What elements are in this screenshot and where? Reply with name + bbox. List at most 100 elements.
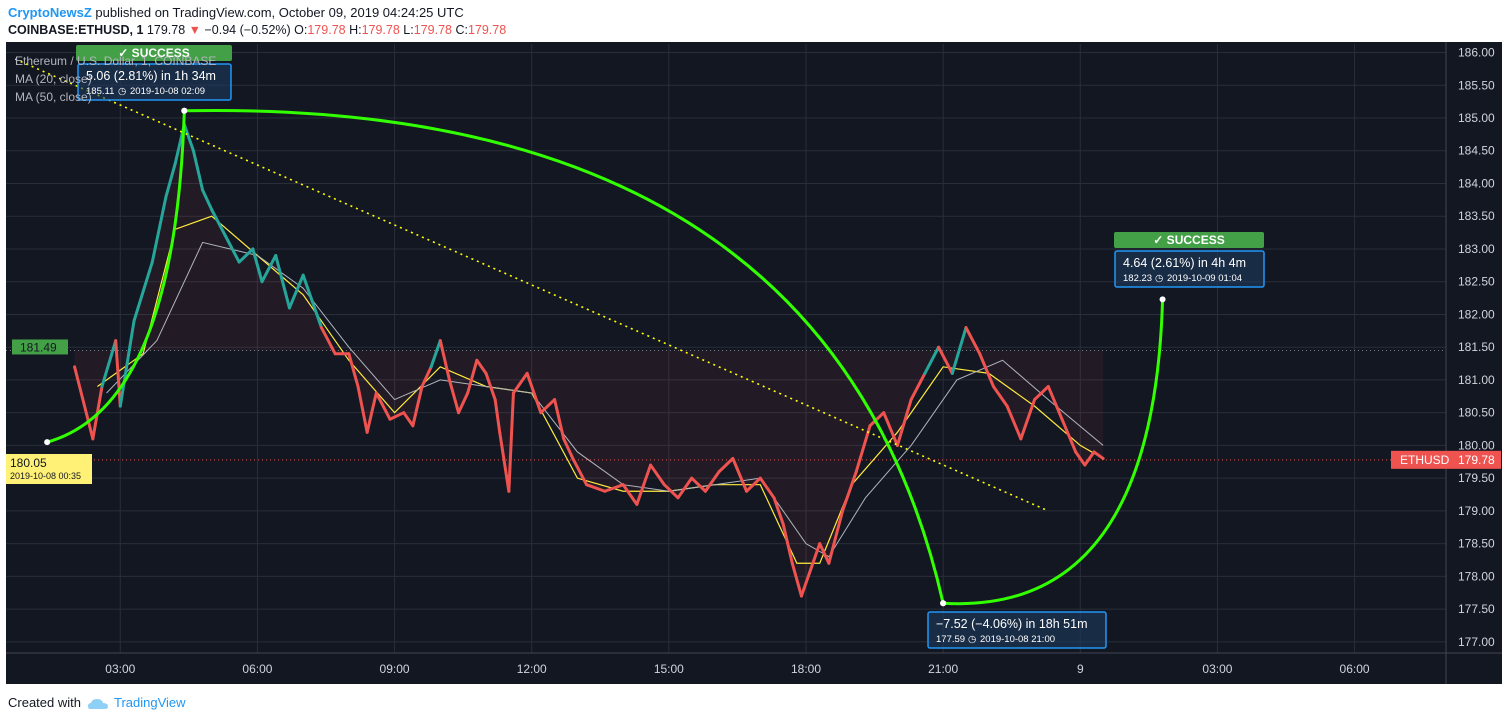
y-tick-label: 177.00 bbox=[1458, 635, 1495, 649]
trend-line[interactable] bbox=[14, 58, 1049, 512]
annotation-1-status: ✓ SUCCESS bbox=[118, 46, 189, 60]
annotation-1-box[interactable] bbox=[77, 63, 232, 101]
price-segment bbox=[1074, 450, 1087, 467]
price-segment bbox=[388, 411, 406, 421]
start-label-date: 2019-10-08 00:35 bbox=[10, 471, 81, 481]
price-segment bbox=[150, 195, 168, 264]
price-segment bbox=[745, 476, 762, 493]
y-tick-label: 186.00 bbox=[1458, 46, 1495, 60]
low-label: L: bbox=[403, 23, 414, 37]
price-segment bbox=[210, 208, 227, 238]
annotation-1-badge[interactable] bbox=[76, 45, 232, 61]
price-segment bbox=[507, 391, 515, 493]
price-segment bbox=[1060, 417, 1078, 454]
price-segment bbox=[132, 260, 154, 323]
annotation-3-box[interactable] bbox=[1114, 250, 1265, 288]
projection-arc[interactable] bbox=[184, 109, 945, 604]
annotation-2-box[interactable] bbox=[927, 611, 1107, 649]
price-segment bbox=[201, 188, 214, 212]
chart-grid bbox=[6, 44, 1446, 653]
price-segment bbox=[649, 463, 666, 487]
annotation-3-clock-icon: ◷ bbox=[1155, 273, 1164, 284]
price-segment bbox=[758, 476, 776, 500]
price-segment bbox=[191, 149, 205, 192]
price-segment bbox=[1083, 450, 1096, 467]
price-segment bbox=[1033, 384, 1050, 402]
legend-ma20[interactable]: MA (20, close) bbox=[15, 72, 92, 86]
y-tick-label: 179.00 bbox=[1458, 504, 1495, 518]
price-segment bbox=[73, 365, 95, 441]
annotation-3-text: 4.64 (2.61%) in 4h 4m bbox=[1123, 256, 1246, 270]
y-tick-label: 185.50 bbox=[1458, 78, 1495, 92]
projection-arcs[interactable] bbox=[44, 107, 1166, 607]
last-price-symbol: ETHUSD bbox=[1400, 453, 1450, 467]
price-segment bbox=[571, 457, 589, 487]
y-tick-label: 180.00 bbox=[1458, 438, 1495, 452]
price-segment bbox=[164, 162, 177, 199]
projection-arc[interactable] bbox=[46, 110, 186, 444]
y-tick-label: 180.50 bbox=[1458, 406, 1495, 420]
legend-ma50[interactable]: MA (50, close) bbox=[15, 90, 92, 104]
y-tick-label: 177.50 bbox=[1458, 602, 1495, 616]
projection-arc[interactable] bbox=[943, 299, 1165, 606]
price-segment bbox=[790, 561, 803, 598]
price-segment bbox=[1046, 384, 1064, 421]
published-line: CryptoNewsZ published on TradingView.com… bbox=[8, 5, 464, 20]
x-tick-label: 21:00 bbox=[928, 662, 958, 676]
price-segment bbox=[310, 299, 323, 330]
price-segment bbox=[429, 339, 442, 369]
price-segment bbox=[553, 398, 566, 441]
price-chart[interactable]: 186.00 185.50 185.00 184.50 184.00 183.50 183.… bbox=[0, 42, 1508, 684]
price-segment bbox=[475, 358, 488, 375]
price-segment bbox=[562, 437, 575, 461]
annotation-3-price: 182.23 bbox=[1123, 273, 1152, 284]
y-tick-label: 182.50 bbox=[1458, 275, 1495, 289]
price-segment bbox=[493, 398, 502, 434]
chart-legend: Ethereum / U.S. Dollar, 1, COINBASE MA (… bbox=[15, 54, 216, 104]
created-with-label: Created with bbox=[8, 695, 81, 710]
x-tick-label: 09:00 bbox=[380, 662, 410, 676]
price-segment bbox=[937, 345, 954, 375]
price-segment bbox=[539, 398, 557, 415]
price-segment bbox=[525, 371, 543, 415]
price-segment bbox=[260, 254, 278, 284]
last-price-value: 179.78 bbox=[1458, 453, 1495, 467]
publisher-name[interactable]: CryptoNewsZ bbox=[8, 5, 92, 20]
ohlc-line: COINBASE:ETHUSD, 1 179.78 ▼ −0.94 (−0.52… bbox=[8, 23, 506, 37]
price-segment bbox=[457, 391, 470, 415]
price-segment bbox=[923, 345, 941, 375]
annotation-1-date: 2019-10-08 02:09 bbox=[130, 86, 205, 97]
price-series bbox=[73, 123, 1105, 598]
price-segment bbox=[466, 358, 479, 395]
x-tick-label: 03:00 bbox=[105, 662, 135, 676]
y-tick-label: 181.50 bbox=[1458, 340, 1495, 354]
y-tick-label: 184.50 bbox=[1458, 144, 1495, 158]
y-tick-label: 183.00 bbox=[1458, 242, 1495, 256]
price-area bbox=[74, 124, 1104, 597]
price-segment bbox=[498, 430, 511, 493]
price-segment bbox=[690, 476, 707, 493]
price-segment bbox=[841, 470, 858, 513]
price-segment bbox=[868, 411, 886, 428]
x-tick-label: 18:00 bbox=[791, 662, 821, 676]
start-label-box[interactable] bbox=[6, 454, 92, 484]
annotation-3-date: 2019-10-09 01:04 bbox=[1167, 273, 1242, 284]
annotation-1-price: 185.11 bbox=[86, 86, 114, 97]
price-segment bbox=[703, 470, 721, 493]
annotation-2-clock-icon: ◷ bbox=[968, 634, 977, 645]
annotation-1-text: 5.06 (2.81%) in 1h 34m bbox=[86, 69, 216, 83]
annotation-3-badge[interactable] bbox=[1114, 232, 1264, 248]
annotation-3-status: ✓ SUCCESS bbox=[1153, 233, 1224, 247]
price-segment bbox=[365, 391, 378, 434]
price-segment bbox=[118, 319, 136, 408]
high-value: 179.78 bbox=[361, 23, 400, 37]
x-tick-label: 06:00 bbox=[242, 662, 272, 676]
price-segment bbox=[484, 371, 497, 402]
price-segment bbox=[950, 326, 968, 375]
trend-line-dotted[interactable] bbox=[14, 58, 1049, 512]
price-segment bbox=[772, 496, 785, 526]
tradingview-link[interactable]: TradingView bbox=[114, 695, 186, 710]
price-shade bbox=[74, 124, 1104, 597]
price-segment bbox=[100, 339, 118, 388]
